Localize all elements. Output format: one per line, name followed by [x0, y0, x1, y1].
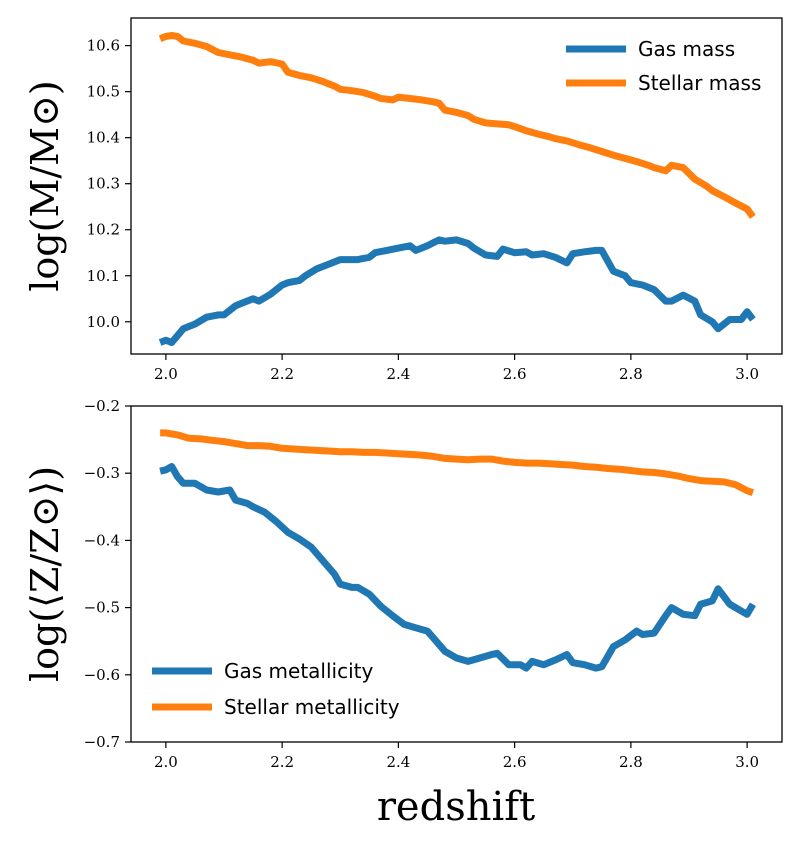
metallicity-legend: Gas metallicity Stellar metallicity: [152, 659, 400, 719]
mass-series-lines: [158, 32, 756, 346]
metallicity-series-lines: [159, 429, 756, 672]
y-tick-label: 10.2: [87, 221, 120, 239]
series-line-gas-metallicity: [159, 463, 756, 672]
y-tick-label: 10.3: [87, 175, 120, 193]
x-tick-label: 2.4: [386, 753, 410, 771]
metallicity-y-axis-title: log(⟨Z/Z⊙⟩): [23, 466, 67, 682]
x-tick-label: 2.2: [270, 365, 294, 383]
x-tick-label: 3.0: [735, 753, 759, 771]
y-tick-label: 10.5: [87, 83, 120, 101]
x-axis-title: redshift: [377, 784, 535, 830]
mass-y-axis-title: log(M/M⊙): [23, 80, 67, 291]
y-tick-label: −0.2: [84, 397, 120, 415]
series-line-gas-mass: [158, 236, 756, 346]
y-tick-label: 10.1: [87, 267, 120, 285]
x-tick-label: 2.8: [619, 365, 643, 383]
legend-label-gas-mass: Gas mass: [638, 37, 735, 61]
legend-label-stellar-mass: Stellar mass: [638, 71, 761, 95]
x-tick-label: 2.2: [270, 753, 294, 771]
x-tick-label: 2.6: [503, 753, 527, 771]
x-tick-label: 2.6: [503, 365, 527, 383]
y-tick-label: 10.4: [87, 129, 120, 147]
y-tick-label: −0.7: [84, 733, 120, 751]
x-tick-label: 2.8: [619, 753, 643, 771]
series-line-stellar-mass: [158, 32, 756, 219]
y-tick-label: 10.0: [87, 313, 120, 331]
mass-axis-ticks: 2.0 2.2 2.4 2.6 2.8 3.0 10.0 10.1 10.2 10.3 10.4 10…: [87, 37, 759, 383]
x-tick-label: 3.0: [735, 365, 759, 383]
y-tick-label: −0.6: [84, 666, 120, 684]
metallicity-plot-frame: [130, 405, 783, 743]
mass-plot-frame: [130, 17, 783, 355]
mass-y-axis-title-text: log(M/M⊙): [23, 80, 67, 291]
legend-label-stellar-metallicity: Stellar metallicity: [224, 695, 400, 719]
series-line-stellar-metallicity: [160, 429, 755, 497]
metallicity-y-axis-title-text: log(⟨Z/Z⊙⟩): [23, 466, 67, 682]
mass-panel: 2.0 2.2 2.4 2.6 2.8 3.0 10.0 10.1 10.2 10.3 10.4 10…: [23, 17, 783, 383]
metallicity-panel: 2.0 2.2 2.4 2.6 2.8 3.0 −0.7 −0.6 −0.5 −0.4 −0.3 −0…: [23, 397, 783, 830]
x-tick-label: 2.0: [154, 365, 178, 383]
legend-label-gas-metallicity: Gas metallicity: [224, 659, 373, 683]
y-tick-label: 10.6: [87, 37, 120, 55]
x-tick-label: 2.0: [154, 753, 178, 771]
y-tick-label: −0.5: [84, 599, 120, 617]
metallicity-axis-ticks: 2.0 2.2 2.4 2.6 2.8 3.0 −0.7 −0.6 −0.5 −0.4 −0.3 −0…: [84, 397, 759, 771]
y-tick-label: −0.3: [84, 464, 120, 482]
mass-legend: Gas mass Stellar mass: [566, 37, 761, 95]
x-tick-label: 2.4: [386, 365, 410, 383]
y-tick-label: −0.4: [84, 531, 120, 549]
